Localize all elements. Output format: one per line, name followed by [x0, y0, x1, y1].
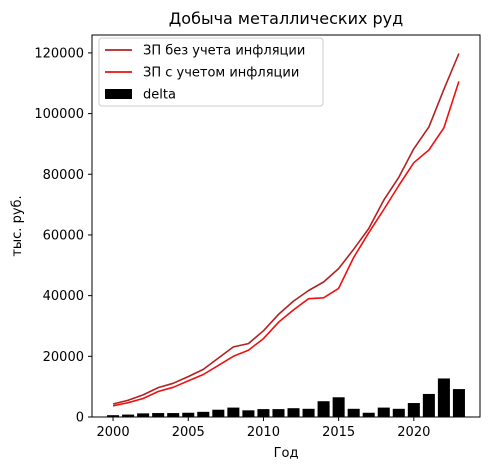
x-tick-label: 2000 [97, 425, 130, 440]
x-tick-label: 2010 [247, 425, 280, 440]
legend-bar-swatch [105, 89, 132, 99]
delta-bar [302, 408, 315, 417]
y-tick-label: 20000 [43, 350, 84, 365]
series-lines [112, 53, 460, 407]
delta-bar [227, 407, 240, 417]
delta-bar [422, 393, 435, 417]
delta-bar [212, 409, 225, 417]
delta-bar [122, 414, 135, 417]
legend: ЗП без учета инфляции ЗП с учетом инфляци… [98, 37, 324, 107]
x-tick-label: 2005 [172, 425, 205, 440]
x-tick-label: 2020 [397, 425, 430, 440]
delta-bar [392, 408, 405, 417]
y-tick-label: 80000 [43, 168, 84, 183]
y-axis-label: тыс. руб. [10, 195, 25, 256]
chart-title: Добыча металлических руд [169, 9, 403, 28]
delta-bar [362, 412, 375, 417]
y-tick-label: 60000 [43, 228, 84, 243]
delta-bars [107, 378, 465, 417]
series-line-nominal [112, 53, 460, 405]
plot-frame [91, 34, 481, 418]
y-tick-label: 120000 [34, 46, 84, 61]
delta-bar [407, 403, 420, 417]
delta-bar [152, 413, 165, 417]
delta-bar [377, 407, 390, 417]
delta-bar [332, 397, 345, 417]
series-line-real [112, 81, 460, 407]
delta-bar [242, 410, 255, 417]
delta-bar [107, 415, 120, 417]
plot-area [91, 34, 481, 418]
delta-bar [452, 389, 465, 417]
x-axis-label: Год [274, 446, 299, 461]
delta-bar [257, 409, 270, 417]
legend-label: ЗП без учета инфляции [143, 44, 305, 59]
y-tick-label: 0 [76, 411, 84, 426]
delta-bar [182, 412, 195, 417]
legend-box [98, 37, 324, 107]
delta-bar [137, 413, 150, 417]
x-tick-label: 2015 [322, 425, 355, 440]
delta-bar [167, 413, 180, 417]
delta-bar [272, 409, 285, 417]
delta-bar [197, 411, 210, 417]
legend-label: ЗП с учетом инфляции [143, 66, 299, 81]
delta-bar [437, 378, 450, 417]
y-tick-label: 100000 [34, 107, 84, 122]
delta-bar [317, 401, 330, 417]
legend-label: delta [143, 88, 176, 103]
y-axis: 0 20000 40000 60000 80000 100000 120000 [34, 46, 92, 426]
x-axis: 2000 2005 2010 2015 2020 [97, 417, 430, 440]
y-tick-label: 40000 [43, 289, 84, 304]
delta-bar [287, 408, 300, 417]
delta-bar [347, 408, 360, 417]
